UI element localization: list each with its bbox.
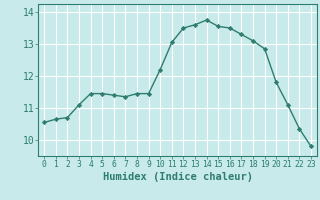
X-axis label: Humidex (Indice chaleur): Humidex (Indice chaleur) <box>103 172 252 182</box>
